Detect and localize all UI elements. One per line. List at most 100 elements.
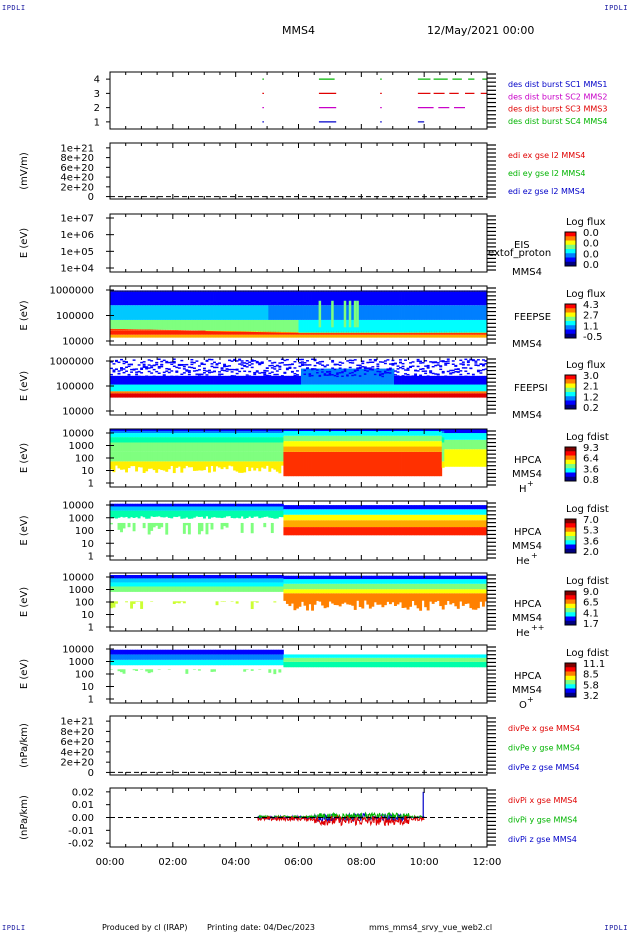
spectrogram-cell xyxy=(263,433,267,438)
spectrogram-cell xyxy=(449,375,453,385)
spectrogram-cell xyxy=(167,506,171,511)
spectrogram-cell xyxy=(394,362,397,365)
spectrogram-cell xyxy=(263,375,267,385)
spectrogram-cell xyxy=(273,391,277,394)
spectrogram-cell xyxy=(338,384,342,392)
spectrogram-cell xyxy=(383,514,387,521)
spectrogram-cell xyxy=(115,503,118,507)
spectrogram-cell xyxy=(446,375,450,385)
spectrogram-cell xyxy=(338,429,342,432)
spectrogram-cell xyxy=(293,441,297,447)
spectrogram-cell xyxy=(436,527,440,536)
spectrogram-cell xyxy=(293,446,297,452)
spectrogram-cell xyxy=(323,527,327,536)
spectrogram-cell xyxy=(381,384,385,392)
spectrogram-cell xyxy=(381,446,385,452)
spectrogram-cell xyxy=(456,514,460,521)
spectrogram-cell xyxy=(426,366,430,368)
spectrogram-cell xyxy=(268,330,272,335)
spectrogram-cell xyxy=(336,372,340,374)
spectrogram-cell xyxy=(140,393,144,398)
spectrogram-cell xyxy=(235,575,239,579)
spectrogram-cell xyxy=(280,431,284,434)
colorbar-swatch xyxy=(565,304,576,309)
spectrogram-cell xyxy=(419,360,423,363)
spectrogram-cell xyxy=(190,575,194,579)
spectrogram-cell xyxy=(112,393,116,398)
spectrogram-cell xyxy=(192,442,196,452)
spectrogram-cell xyxy=(419,391,423,394)
spacecraft-label: MMS4 xyxy=(512,339,542,350)
spectrogram-cell xyxy=(260,331,264,333)
spectrogram-cell xyxy=(288,330,292,335)
colorbar-swatch xyxy=(565,383,576,389)
spectrogram-cell xyxy=(363,575,367,580)
spectrogram-cell xyxy=(165,433,169,438)
spectrogram-cell xyxy=(157,375,161,385)
spectrogram-cell xyxy=(436,391,440,394)
spectrogram-cell xyxy=(223,330,227,332)
spectrogram-cell xyxy=(283,514,287,521)
spectrogram-cell xyxy=(135,510,139,518)
spectrogram-cell xyxy=(351,589,355,594)
spectrogram-cell xyxy=(346,384,350,392)
spectrogram-cell xyxy=(295,391,299,394)
spectrogram-cell xyxy=(295,431,299,436)
spectrogram-cell xyxy=(348,441,352,447)
spectrogram-cell xyxy=(157,329,161,331)
spectrogram-cell xyxy=(336,514,340,521)
spectrogram-cell xyxy=(137,391,141,394)
spectrogram-cell xyxy=(177,291,181,306)
spectrogram-cell xyxy=(117,503,121,507)
y-tick-label: 10000 xyxy=(62,429,94,440)
spectrogram-cell xyxy=(321,368,325,371)
spectrogram-cell xyxy=(424,520,428,528)
spectrogram-cell xyxy=(396,332,400,334)
spectrogram-cell xyxy=(197,330,201,331)
spectrogram-cell xyxy=(213,461,216,472)
spectrogram-cell xyxy=(130,575,134,579)
spectrogram-cell xyxy=(258,363,262,366)
spectrogram-cell xyxy=(368,509,372,515)
spectrogram-cell xyxy=(150,582,154,587)
spectrogram-cell xyxy=(215,437,219,443)
spectrogram-cell xyxy=(476,520,480,528)
spectrogram-cell xyxy=(223,522,227,527)
spectrogram-cell xyxy=(120,433,123,438)
spectrogram-cell xyxy=(255,305,259,320)
spectrogram-cell xyxy=(464,375,468,378)
spectrogram-cell xyxy=(120,461,123,470)
spectrogram-cell xyxy=(120,367,123,370)
spectrogram-cell xyxy=(238,384,242,392)
spectrogram-cell xyxy=(404,319,407,333)
spectrogram-cell xyxy=(313,505,317,510)
spectrogram-cell xyxy=(263,503,267,507)
spectrogram-cell xyxy=(210,375,214,385)
spectrogram-cell xyxy=(368,575,372,580)
spectrogram-cell xyxy=(167,391,171,394)
spectrogram-cell xyxy=(456,527,460,536)
spectrogram-cell xyxy=(218,461,221,468)
spectrogram-cell xyxy=(328,520,332,528)
spectrogram-cell xyxy=(258,372,262,374)
spectrogram-cell xyxy=(140,575,144,579)
spectrogram-cell xyxy=(471,449,475,467)
spectrogram-cell xyxy=(150,575,154,579)
spectrogram-cell xyxy=(313,527,317,536)
spectrogram-cell xyxy=(451,520,455,528)
colorbar-tick-label: 7.0 xyxy=(583,515,599,526)
spectrogram-cell xyxy=(298,514,302,521)
spectrogram-cell xyxy=(353,505,357,510)
spectrogram-cell xyxy=(182,582,186,587)
spectrogram-cell xyxy=(396,509,400,515)
spectrogram-cell xyxy=(436,429,440,432)
colorbar-swatch xyxy=(565,244,576,250)
spectrogram-cell xyxy=(376,305,380,320)
spectrogram-cell xyxy=(145,366,149,368)
spectrogram-cell xyxy=(205,384,209,392)
spectrogram-cell xyxy=(308,319,312,333)
spectrogram-cell xyxy=(278,510,282,518)
spectrogram-cell xyxy=(273,461,277,470)
spectrogram-cell xyxy=(358,451,362,477)
spectrogram-cell xyxy=(353,332,357,334)
